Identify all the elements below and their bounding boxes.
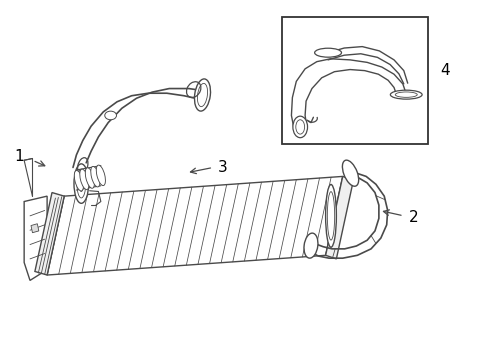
Ellipse shape <box>326 184 336 247</box>
Text: 3: 3 <box>218 160 228 175</box>
Ellipse shape <box>80 169 89 190</box>
Ellipse shape <box>391 90 422 99</box>
Ellipse shape <box>304 233 318 258</box>
Polygon shape <box>47 176 343 275</box>
Ellipse shape <box>97 165 105 186</box>
Ellipse shape <box>74 171 83 191</box>
Polygon shape <box>24 196 47 280</box>
Ellipse shape <box>327 192 335 240</box>
Ellipse shape <box>395 92 417 97</box>
Ellipse shape <box>85 168 95 188</box>
Text: 4: 4 <box>441 63 450 78</box>
Ellipse shape <box>91 166 100 187</box>
Ellipse shape <box>315 48 342 57</box>
Ellipse shape <box>195 79 211 111</box>
Ellipse shape <box>77 169 86 198</box>
Polygon shape <box>35 193 64 275</box>
Ellipse shape <box>296 120 305 134</box>
Ellipse shape <box>197 84 208 107</box>
Polygon shape <box>31 224 39 233</box>
Polygon shape <box>326 176 353 259</box>
Ellipse shape <box>343 160 359 186</box>
Circle shape <box>105 111 117 120</box>
Bar <box>282 17 428 144</box>
Ellipse shape <box>293 116 308 138</box>
Text: 2: 2 <box>409 210 418 225</box>
Ellipse shape <box>79 176 83 192</box>
Text: 1: 1 <box>14 149 24 164</box>
Ellipse shape <box>74 164 89 203</box>
